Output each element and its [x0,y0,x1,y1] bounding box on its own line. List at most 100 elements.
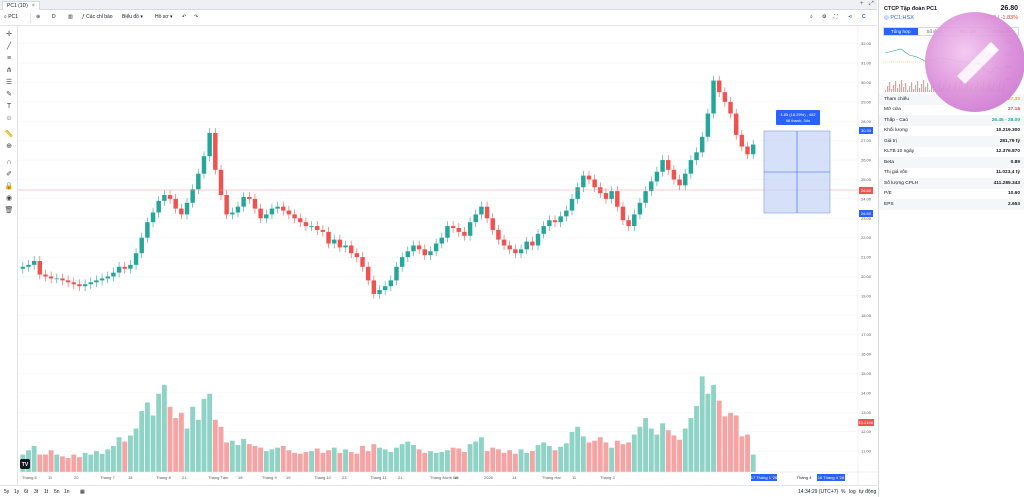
candle-body [530,241,535,246]
range-1n[interactable]: 1n [64,489,70,495]
range-3t[interactable]: 3t [34,489,39,495]
candle-body [156,200,161,213]
search-icon: ⌕ [4,14,9,20]
bar-style-icon[interactable]: ▥ [68,14,73,20]
emoji-icon[interactable]: ☺ [5,115,13,122]
auto-toggle[interactable]: tự động [859,489,877,495]
measure-tooltip-line1: 4.85 (18.29%) , 482 [780,112,816,117]
percent-toggle[interactable]: % [841,489,846,495]
brush-icon[interactable]: ✎ [6,91,12,98]
candle-body [201,156,207,174]
undo-icon[interactable]: ↶ [182,14,187,20]
volume-bar [428,451,433,472]
candle-body [445,226,450,238]
compare-add-icon[interactable]: ⊕ [36,14,41,20]
time-tick: Tháng Tám [208,475,229,480]
quote-stats: Tham chiếu 27.30 Mở cửa 27.15 Thấp - Cao 26.4… [879,94,1024,210]
candle-body [541,226,546,234]
price-tick: 25.00 [861,177,872,182]
settings-gear-icon[interactable]: ⚙ [822,14,827,20]
price-tick: 16.00 [861,352,872,357]
range-5n[interactable]: 5n [54,489,60,495]
close-icon[interactable]: × [31,3,35,9]
stat-label: Khối lượng [884,128,908,134]
pencil-lock-icon[interactable]: ✐ [6,171,12,178]
zoom-in-icon[interactable]: ⊕ [6,143,12,150]
trash-icon[interactable]: 🗑 [4,207,14,214]
chart-tab[interactable]: PC1 (1D) × [2,1,40,10]
volume-bar [643,418,649,472]
fib-icon[interactable]: ☰ [5,79,13,86]
zoom-icon[interactable]: ⌕ [810,14,813,20]
candle-body [196,173,201,190]
stat-row: KLTB 10 ngày 12.376.870 [879,147,1024,158]
candlesticks [20,75,756,299]
volume-bar [320,452,326,472]
indicators-button[interactable]: ƒ Các chỉ báo [82,14,113,20]
drawing-toolbar: ✛ ╱ ≡ ⋔ ☰ ✎ T ☺ 📏 ⊕ ∩ ✐ 🔒 ◉ 🗑 [0,26,18,485]
magnet-icon[interactable]: ∩ [6,159,12,166]
log-toggle[interactable]: log [849,489,856,495]
candle-body [133,253,139,265]
company-name: CTCP Tập đoàn PC1 [884,6,938,12]
candle-body [456,228,461,232]
add-tab-icon[interactable]: + [860,1,864,7]
fullscreen-icon[interactable]: ⛶ [834,14,838,20]
mini-volume-bar [887,86,889,92]
price-tick: 23.00 [861,216,872,221]
symbol-search[interactable]: ⌕ PC1 [4,14,18,20]
redo-icon[interactable]: ↷ [194,14,199,20]
volume-bar [416,449,422,472]
range-1y[interactable]: 1y [14,489,20,495]
volume-bar [365,451,371,472]
ruler-icon[interactable]: 📏 [4,131,14,138]
time-tick: Tháng Mười hai [430,475,459,480]
mini-volume-bar [907,90,909,92]
floating-widget-button[interactable] [925,12,1024,112]
symbol-link[interactable]: ◎ PC1:HSX [884,15,914,21]
range-1t[interactable]: 1t [44,489,49,495]
range-6t[interactable]: 6t [24,489,29,495]
volume-bar [326,450,331,472]
range-5y[interactable]: 5y [4,489,10,495]
tab-tong-hop[interactable]: Tổng hợp [884,28,918,35]
volume-bar [65,458,71,472]
horizontal-lines-icon[interactable]: ≡ [6,55,12,62]
time-tick: Tháng 7 [100,475,115,480]
candle-body [20,266,26,269]
profile-button[interactable]: Hồ sơ ▾ [155,14,172,20]
volume-bar [405,441,411,472]
price-tick: 24.00 [861,196,872,201]
lock-icon[interactable]: 🔒 [4,183,14,190]
price-tick: 29.00 [861,99,872,104]
pitchfork-icon[interactable]: ⋔ [6,67,12,74]
candle-body [326,231,331,244]
expand-icon[interactable]: ⤢ [869,1,874,7]
share-icon[interactable]: ⋖ [848,14,853,20]
candle-body [399,257,405,267]
trendline-icon[interactable]: ╱ [6,43,12,50]
candle-body [722,92,728,102]
candle-body [26,264,31,267]
price-tick: 21.00 [861,255,872,260]
candle-body [637,202,643,215]
volume-bar [399,444,405,472]
candle-body [394,266,399,281]
calendar-icon[interactable]: ▦ [80,489,85,495]
candle-body [213,132,218,170]
crosshair-icon[interactable]: ✛ [6,31,12,38]
candle-body [733,113,739,135]
interval-button[interactable]: D [52,14,56,20]
price-chart[interactable]: 4.85 (18.29%) , 482 98 thanh, 34n 32.003… [18,26,878,485]
chart-type-button[interactable]: Biểu đồ ▾ [122,14,143,20]
text-icon[interactable]: T [6,103,12,110]
price-tick: 14.00 [861,390,872,395]
chart-tab-label: PC1 (1D) [7,3,28,9]
volume-bar [705,393,711,472]
candle-body [179,208,184,215]
volume-bar [541,442,547,472]
time-tick: 21 [182,475,187,480]
volume-bar [377,447,382,472]
eye-icon[interactable]: ◉ [5,195,13,202]
price-tick: 30.00 [861,80,872,85]
